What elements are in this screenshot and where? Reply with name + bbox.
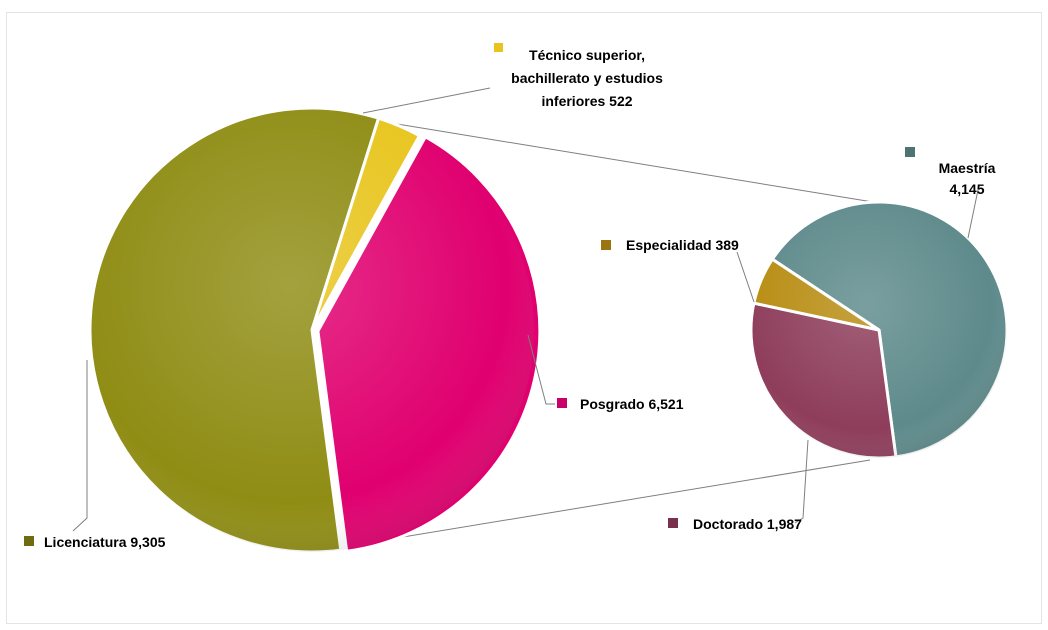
label-doctorado: Doctorado 1,987: [693, 516, 802, 532]
legend-marker-tecnico: [494, 43, 503, 52]
leader-line-doctorado: [795, 440, 808, 523]
label-tecnico-line1: Técnico superior,: [529, 47, 645, 63]
label-tecnico-line2: bachillerato y estudios: [511, 70, 663, 86]
leader-line-licenciatura: [73, 360, 87, 531]
label-licenciatura: Licenciatura 9,305: [44, 534, 166, 550]
label-maestria-line1: Maestría: [939, 160, 996, 176]
label-especialidad: Especialidad 389: [626, 237, 739, 253]
legend-marker-posgrado: [557, 398, 567, 408]
leader-line-maestria: [968, 190, 978, 238]
legend-marker-especialidad: [601, 240, 611, 250]
leader-line-especialidad: [737, 252, 754, 302]
legend-marker-doctorado: [668, 518, 678, 528]
label-tecnico-line3: inferiores 522: [541, 93, 632, 109]
legend-marker-licenciatura: [24, 536, 34, 546]
legend-marker-maestria: [905, 147, 915, 157]
label-posgrado: Posgrado 6,521: [580, 396, 684, 412]
leader-line-tecnico: [363, 88, 490, 113]
label-maestria-line2: 4,145: [949, 181, 984, 197]
